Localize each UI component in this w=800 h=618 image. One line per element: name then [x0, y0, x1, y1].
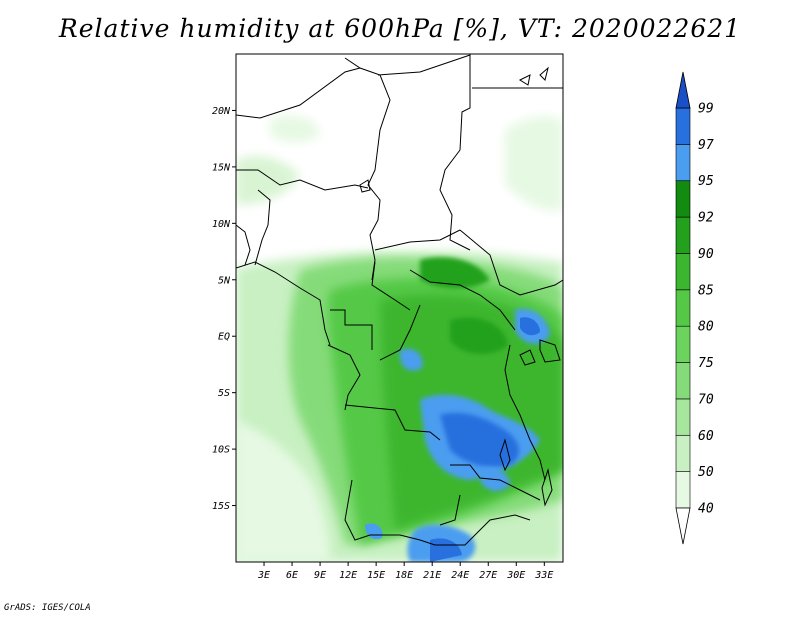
lon-tick-label: 6E	[286, 570, 298, 581]
lon-tick-label: 27E	[479, 570, 497, 581]
lat-tick-label: EQ	[218, 332, 230, 343]
lon-tick-label: 9E	[314, 570, 326, 581]
country-borders	[236, 54, 563, 546]
lon-tick-label: 21E	[423, 570, 441, 581]
lat-tick-label: 15N	[212, 162, 231, 173]
colorbar-label: 80	[698, 320, 714, 335]
colorbar-low-arrow	[675, 507, 691, 545]
humidity-field	[236, 115, 563, 562]
colorbar-label: 99	[698, 102, 714, 117]
colorbar-label: 70	[698, 392, 714, 407]
latitude-axis: 20N 15N 10N 5N EQ 5S 10S 15S	[212, 106, 236, 512]
colorbar-high-arrow	[675, 71, 691, 109]
chart-title: Relative humidity at 600hPa [%], VT: 202…	[58, 14, 742, 43]
lat-tick-label: 5S	[218, 388, 230, 399]
colorbar-segment	[675, 216, 691, 254]
colorbar-segment	[675, 107, 691, 145]
colorbar-label: 90	[698, 247, 714, 262]
lat-tick-label: 10N	[212, 219, 231, 230]
colorbar-segment	[675, 253, 691, 291]
lon-tick-label: 33E	[534, 570, 553, 581]
colorbar-label: 92	[698, 211, 714, 226]
colorbar-segment	[675, 398, 691, 436]
lat-tick-label: 15S	[212, 501, 230, 512]
lat-tick-label: 20N	[212, 106, 231, 117]
lon-tick-label: 18E	[395, 570, 413, 581]
longitude-axis: 3E 6E 9E 12E 15E 18E 21E 24E 27E 30E 33E	[257, 562, 553, 581]
lon-tick-label: 15E	[367, 570, 385, 581]
colorbar-label: 85	[698, 283, 714, 298]
colorbar-segment	[675, 434, 691, 472]
map-panel: 20N 15N 10N 5N EQ 5S 10S 15S 3E 6E 9E 12E 15E 18E 21E…	[212, 53, 564, 581]
colorbar-label: 40	[698, 502, 714, 517]
colorbar-label: 95	[698, 174, 714, 189]
colorbar-segment	[675, 471, 691, 509]
lon-tick-label: 30E	[506, 570, 525, 581]
lon-tick-label: 12E	[339, 570, 357, 581]
colorbar-segment	[675, 180, 691, 218]
footer-credit: GrADS: IGES/COLA	[4, 603, 91, 613]
lat-tick-label: 10S	[212, 445, 230, 456]
map-frame	[235, 53, 564, 563]
colorbar-label: 60	[698, 429, 714, 444]
colorbar-label: 75	[698, 356, 714, 371]
colorbar-segment	[675, 289, 691, 327]
lon-tick-label: 24E	[451, 570, 469, 581]
lat-tick-label: 5N	[218, 275, 231, 286]
colorbar-segment	[675, 325, 691, 363]
colorbar-label: 97	[698, 138, 714, 153]
lon-tick-label: 3E	[257, 570, 270, 581]
colorbar: 40 50 60 70 75 80 85 90 92 95 97 99	[675, 71, 714, 545]
colorbar-segment	[675, 144, 691, 182]
colorbar-segment	[675, 362, 691, 400]
colorbar-label: 50	[698, 465, 714, 480]
